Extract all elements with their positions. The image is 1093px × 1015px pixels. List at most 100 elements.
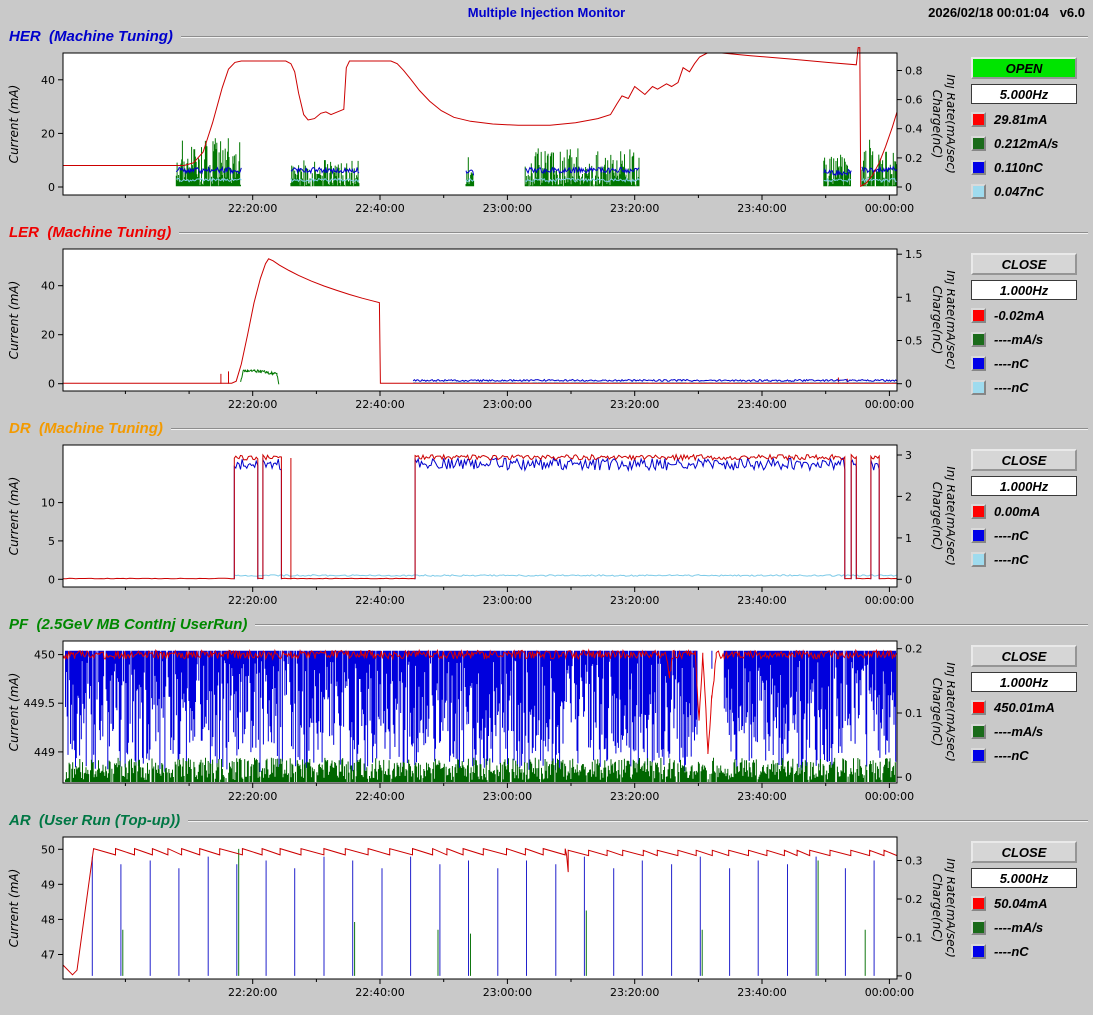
svg-text:Current (mA): Current (mA) (7, 477, 21, 556)
svg-text:1: 1 (905, 291, 912, 304)
svg-text:0: 0 (48, 573, 55, 586)
svg-text:0.1: 0.1 (905, 931, 923, 944)
svg-text:22:40:00: 22:40:00 (355, 202, 404, 215)
panel-dr-title: DR (Machine Tuning) (9, 420, 163, 437)
legend-row: 450.01mA (971, 699, 1086, 716)
svg-text:5: 5 (48, 535, 55, 548)
svg-text:0: 0 (905, 181, 912, 194)
legend-row: 29.81mA (971, 111, 1086, 128)
legend-row: ----nC (971, 527, 1086, 544)
svg-text:48: 48 (41, 913, 55, 926)
legend-row: ----mA/s (971, 723, 1086, 740)
svg-text:00:00:00: 00:00:00 (865, 594, 914, 607)
legend-row: 0.00mA (971, 503, 1086, 520)
panel-ar-titlebar: AR (User Run (Top-up)) (5, 810, 1088, 831)
dr-chart: 22:20:00 22:40:00 23:00:00 23:20:00 23:40:00… (7, 444, 955, 607)
dr-beam-gate-button[interactable]: CLOSE (971, 449, 1077, 471)
svg-text:1: 1 (905, 532, 912, 545)
svg-text:Current (mA): Current (mA) (7, 281, 21, 360)
svg-text:22:40:00: 22:40:00 (355, 398, 404, 411)
svg-text:0.6: 0.6 (905, 94, 923, 107)
panel-pf: PF (2.5GeV MB ContInj UserRun) 22:20:00 2… (0, 614, 1093, 809)
svg-text:0.5: 0.5 (905, 335, 923, 348)
svg-text:22:20:00: 22:20:00 (228, 398, 277, 411)
ar-injection-rate-field[interactable]: 5.000Hz (971, 868, 1077, 888)
her-chart: 22:20:00 22:40:00 23:00:00 23:20:00 23:40:00… (7, 47, 955, 215)
charge1-color-swatch (971, 748, 986, 763)
svg-text:Charge(nC): Charge(nC) (930, 874, 944, 943)
panel-ler-controls: CLOSE 1.000Hz -0.02mA ----mA/s ----nC --… (955, 243, 1086, 396)
ler-beam-gate-button[interactable]: CLOSE (971, 253, 1077, 275)
svg-text:23:20:00: 23:20:00 (610, 202, 659, 215)
pf-injection-rate-field[interactable]: 1.000Hz (971, 672, 1077, 692)
panel-dr: DR (Machine Tuning) 22:20:00 22:40:00 23:0… (0, 418, 1093, 613)
panel-pf-controls: CLOSE 1.000Hz 450.01mA ----mA/s ----nC (955, 635, 1086, 764)
title-rule (179, 231, 1088, 234)
legend-value: 0.110nC (994, 160, 1043, 175)
svg-text:22:20:00: 22:20:00 (228, 594, 277, 607)
charge1-color-swatch (971, 356, 986, 371)
header-datetime: 2026/02/18 00:01:04 v6.0 (928, 5, 1085, 20)
svg-text:0: 0 (905, 378, 912, 391)
legend-value: 450.01mA (994, 700, 1055, 715)
svg-text:0: 0 (905, 970, 912, 983)
svg-text:23:00:00: 23:00:00 (483, 202, 532, 215)
svg-text:3: 3 (905, 449, 912, 462)
title-rule (255, 623, 1088, 626)
version-label: v6.0 (1059, 5, 1085, 20)
her-injection-rate-field[interactable]: 5.000Hz (971, 84, 1077, 104)
panel-her: HER (Machine Tuning) 22:20:00 22:40:00 23:… (0, 26, 1093, 221)
svg-text:23:00:00: 23:00:00 (483, 986, 532, 999)
svg-text:0.4: 0.4 (905, 123, 923, 136)
svg-text:22:40:00: 22:40:00 (355, 986, 404, 999)
legend-value: ----mA/s (994, 332, 1044, 347)
current-color-swatch (971, 112, 986, 127)
svg-text:0.3: 0.3 (905, 855, 923, 868)
svg-text:20: 20 (41, 329, 55, 342)
legend-value: ----nC (994, 748, 1029, 763)
page-title: Multiple Injection Monitor (467, 5, 626, 20)
panel-ar-controls: CLOSE 5.000Hz 50.04mA ----mA/s ----nC (955, 831, 1086, 960)
svg-text:23:40:00: 23:40:00 (737, 398, 786, 411)
svg-text:23:40:00: 23:40:00 (737, 594, 786, 607)
svg-text:00:00:00: 00:00:00 (865, 202, 914, 215)
legend-value: 0.212mA/s (994, 136, 1059, 151)
ler-legend: -0.02mA ----mA/s ----nC ----nC (971, 307, 1086, 396)
dr-injection-rate-field[interactable]: 1.000Hz (971, 476, 1077, 496)
svg-text:10: 10 (41, 497, 55, 510)
svg-text:23:40:00: 23:40:00 (737, 986, 786, 999)
svg-text:449.5: 449.5 (24, 697, 56, 710)
panel-pf-title: PF (2.5GeV MB ContInj UserRun) (9, 616, 248, 633)
charge2-color-swatch (971, 184, 986, 199)
legend-value: 50.04mA (994, 896, 1048, 911)
ar-chart: 22:20:00 22:40:00 23:00:00 23:20:00 23:40:00… (7, 836, 955, 999)
svg-text:20: 20 (41, 127, 55, 140)
svg-text:22:20:00: 22:20:00 (228, 790, 277, 803)
svg-text:0: 0 (48, 378, 55, 391)
svg-text:49: 49 (41, 878, 55, 891)
pf-beam-gate-button[interactable]: CLOSE (971, 645, 1077, 667)
svg-text:23:40:00: 23:40:00 (737, 790, 786, 803)
svg-text:Charge(nC): Charge(nC) (930, 482, 944, 551)
legend-value: ----nC (994, 356, 1029, 371)
inj-rate-color-swatch (971, 136, 986, 151)
svg-text:00:00:00: 00:00:00 (865, 398, 914, 411)
svg-text:2: 2 (905, 490, 912, 503)
legend-row: 50.04mA (971, 895, 1086, 912)
title-rule (180, 35, 1088, 38)
ar-beam-gate-button[interactable]: CLOSE (971, 841, 1077, 863)
ler-injection-rate-field[interactable]: 1.000Hz (971, 280, 1077, 300)
svg-text:0.2: 0.2 (905, 643, 923, 656)
her-legend: 29.81mA 0.212mA/s 0.110nC 0.047nC (971, 111, 1086, 200)
svg-text:23:20:00: 23:20:00 (610, 790, 659, 803)
legend-row: ----nC (971, 355, 1086, 372)
her-beam-gate-button[interactable]: OPEN (971, 57, 1077, 79)
legend-value: 0.00mA (994, 504, 1041, 519)
svg-text:0: 0 (905, 771, 912, 784)
svg-text:23:40:00: 23:40:00 (737, 202, 786, 215)
legend-value: ----nC (994, 552, 1029, 567)
svg-text:23:20:00: 23:20:00 (610, 398, 659, 411)
title-rule (188, 819, 1088, 822)
svg-text:0.2: 0.2 (905, 152, 923, 165)
